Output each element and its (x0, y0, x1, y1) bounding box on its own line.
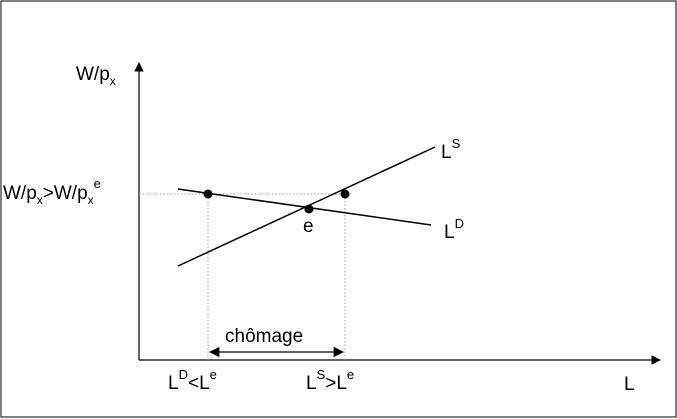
equilibrium-point (304, 204, 314, 214)
unemployment-label: chômage (225, 326, 303, 347)
wage-level-label: W/px>W/pxe (3, 176, 101, 207)
labor-supply-tick-label: LS>Le (306, 367, 354, 394)
supply-curve-label: LS (441, 136, 461, 163)
labor-demand-tick-label: LD<Le (168, 367, 217, 394)
labor-demand-curve (177, 188, 432, 226)
x-axis-label: L (624, 374, 635, 395)
equilibrium-label: e (303, 216, 314, 237)
demand-point (203, 189, 213, 199)
demand-curve-label: LD (444, 216, 464, 243)
supply-point (340, 189, 350, 199)
y-axis-label: W/px (76, 64, 116, 88)
